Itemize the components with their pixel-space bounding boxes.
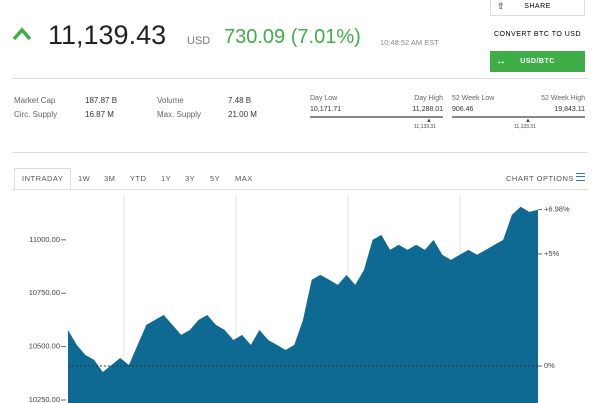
- chart-options[interactable]: CHART OPTIONS: [506, 174, 574, 183]
- tab[interactable]: 3Y: [185, 174, 196, 183]
- range-high: 11,288.01: [412, 106, 443, 113]
- range-high-label: Day High: [414, 95, 443, 102]
- change: 730.09 (7.01%): [224, 26, 361, 48]
- range-marker: ▲: [525, 118, 531, 124]
- tab-active-box: [14, 168, 71, 190]
- stat-label: Max. Supply: [157, 110, 202, 119]
- stat-value: 7.48 B: [228, 96, 252, 105]
- y2-tick-label: +5%: [544, 249, 560, 258]
- range-low: 10,171.71: [310, 106, 342, 113]
- stat-label: Market Cap: [14, 96, 56, 105]
- price-area: [68, 206, 538, 403]
- tab[interactable]: MAX: [235, 174, 253, 183]
- tab[interactable]: INTRADAY: [22, 174, 64, 183]
- tab[interactable]: 1Y: [161, 174, 172, 183]
- range: 52 Week Low 52 Week High 906.46 19,843.1…: [452, 95, 585, 135]
- range-current: 11,133.31: [414, 124, 436, 130]
- share-label: SHARE: [524, 2, 551, 10]
- range: Day Low Day High 10,171.71 11,288.01 ▲ 1…: [310, 95, 443, 135]
- stat-value: 187.87 B: [85, 96, 118, 105]
- convert-button[interactable]: CONVERT BTC TO USD: [490, 24, 585, 44]
- tab[interactable]: 1W: [78, 174, 91, 183]
- y-tick-label: 11000.00: [29, 235, 60, 244]
- tab[interactable]: 3M: [104, 174, 116, 183]
- up-arrow: [12, 27, 32, 41]
- tab[interactable]: YTD: [130, 174, 147, 183]
- range-high-label: 52 Week High: [541, 95, 585, 102]
- share-button[interactable]: ⇧ SHARE: [490, 0, 585, 16]
- divider: [12, 152, 588, 153]
- divider: [12, 78, 588, 79]
- range-low: 906.46: [452, 106, 474, 113]
- y-tick-label: 10750.00: [29, 288, 60, 297]
- price: 11,139.43: [48, 20, 167, 50]
- stat-value: 16.87 M: [85, 110, 114, 119]
- range-low-label: Day Low: [310, 95, 338, 102]
- range-high: 19,843.11: [554, 106, 585, 113]
- stat-value: 21.00 M: [228, 110, 257, 119]
- time: 10:48:52 AM EST: [380, 38, 439, 47]
- divider: [12, 189, 588, 190]
- stat-label: Volume: [157, 96, 184, 105]
- range-marker: ▲: [426, 118, 432, 124]
- range-bar: [452, 116, 585, 118]
- stat-label: Circ. Supply: [14, 110, 58, 119]
- y2-tick-label: +6.98%: [544, 205, 570, 214]
- currency: USD: [187, 35, 211, 47]
- y-tick-label: 10500.00: [29, 342, 60, 351]
- convert-label: CONVERT BTC TO USD: [493, 30, 582, 38]
- range-bar: [310, 116, 443, 118]
- toggle-label: USD/BTC: [520, 58, 555, 65]
- menu-icon[interactable]: [576, 173, 585, 181]
- toggle-button[interactable]: ↔ USD/BTC: [490, 51, 585, 72]
- tab[interactable]: 5Y: [210, 174, 221, 183]
- y-tick-label: 10250.00: [29, 395, 60, 403]
- range-current: 11,133.31: [514, 124, 536, 130]
- range-low-label: 52 Week Low: [452, 95, 495, 102]
- y2-tick-label: 0%: [544, 361, 555, 370]
